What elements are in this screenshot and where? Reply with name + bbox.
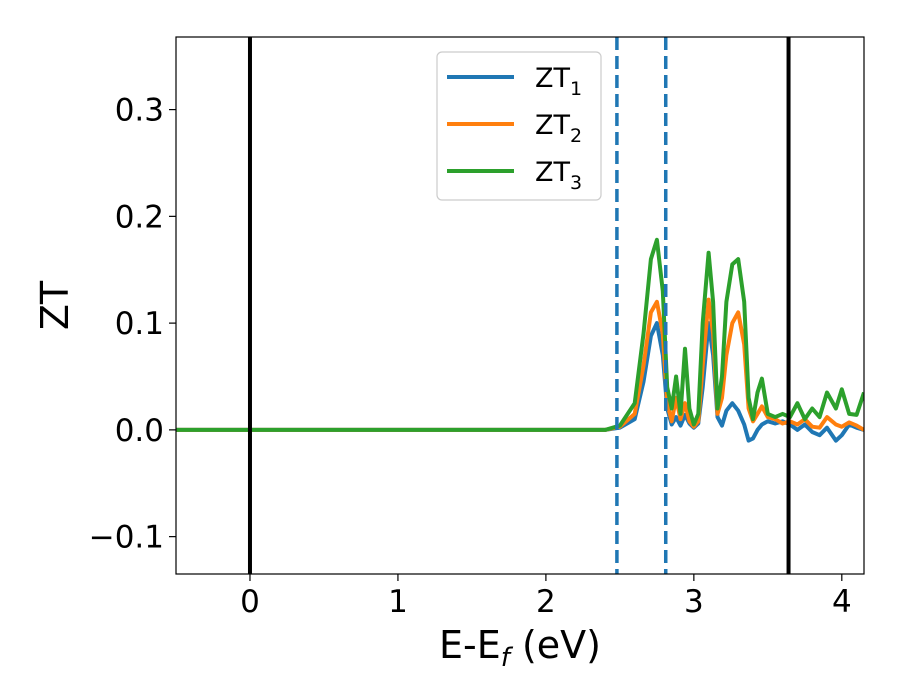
plot-area <box>176 237 864 443</box>
x-tick-label: 1 <box>388 584 408 620</box>
y-tick-label: −0.1 <box>89 520 164 556</box>
legend-label-1: ZT1 <box>535 63 582 100</box>
legend-label-sub: 2 <box>570 125 582 147</box>
reference-lines <box>247 37 791 574</box>
x-axis: 0 1 2 3 4 <box>240 574 852 620</box>
y-tick-label: 0.0 <box>115 413 164 449</box>
y-tick-label: 0.1 <box>115 306 164 342</box>
x-tick-label: 0 <box>240 584 260 620</box>
y-tick-label: 0.3 <box>115 93 164 129</box>
legend-label-2: ZT2 <box>535 110 582 147</box>
legend-label-sub: 1 <box>570 78 582 100</box>
x-axis-label-unit: (eV) <box>510 623 601 667</box>
series-line-2 <box>176 297 864 432</box>
x-axis-label: E-Ef (eV) <box>439 623 601 673</box>
y-axis-label: ZT <box>33 280 77 330</box>
legend-label-main: ZT <box>535 157 570 188</box>
plot-frame <box>175 36 865 575</box>
legend-label-main: ZT <box>535 110 570 141</box>
x-tick-label: 3 <box>684 584 704 620</box>
legend-box <box>436 51 602 201</box>
legend-label-3: ZT3 <box>535 157 582 194</box>
y-tick-label: 0.2 <box>115 199 164 235</box>
x-axis-label-main: E-E <box>439 623 501 667</box>
x-tick-label: 2 <box>536 584 556 620</box>
x-tick-label: 4 <box>832 584 852 620</box>
legend-label-sub: 3 <box>570 172 582 194</box>
y-axis: −0.1 0.0 0.1 0.2 0.3 <box>89 93 176 556</box>
legend-label-main: ZT <box>535 63 570 94</box>
series-line-3 <box>176 237 864 432</box>
